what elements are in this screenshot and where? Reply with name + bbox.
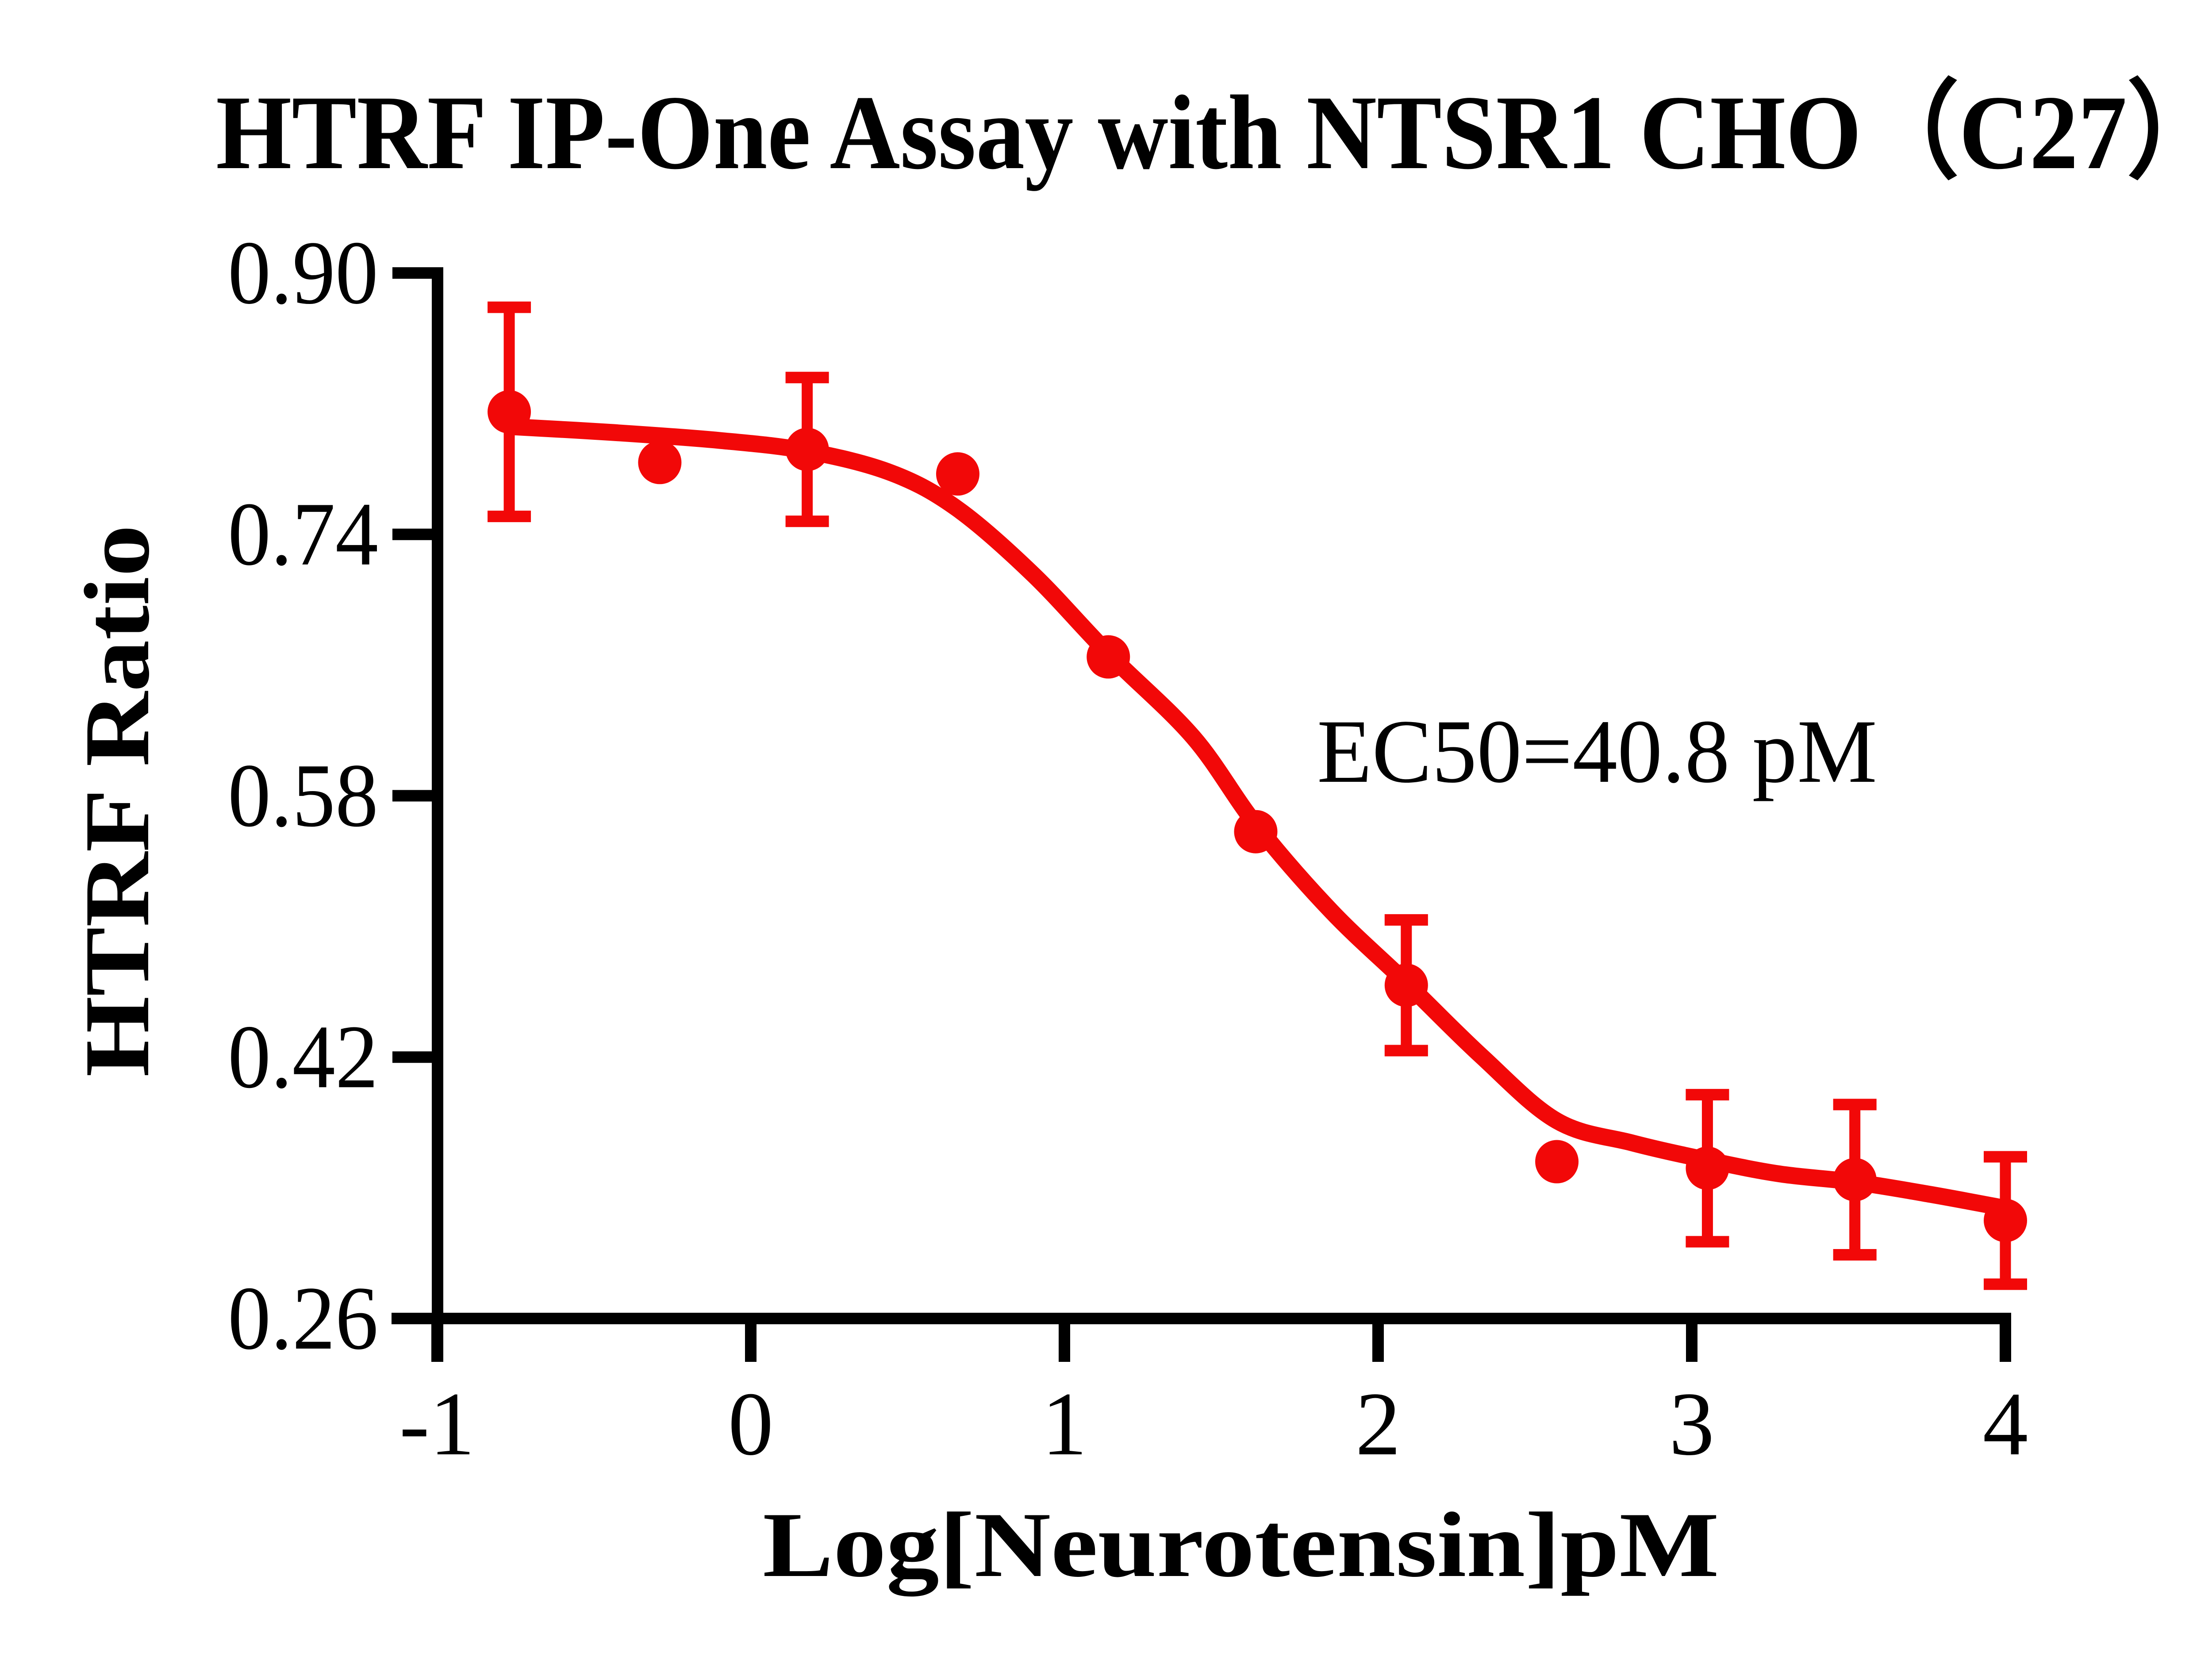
y-tick-label: 0.74 bbox=[228, 484, 378, 584]
data-point-marker bbox=[1087, 635, 1130, 679]
y-tick-labels: 0.90 0.74 0.58 0.42 0.26 bbox=[228, 223, 378, 1368]
data-point-marker bbox=[1984, 1199, 2027, 1242]
data-point-marker bbox=[785, 427, 829, 471]
x-axis-title: Log[Neurotensin]pM bbox=[763, 1494, 1719, 1596]
x-tick-label: 2 bbox=[1356, 1374, 1401, 1474]
data-point-marker bbox=[1535, 1140, 1579, 1184]
ec50-annotation: EC50=40.8 pM bbox=[1317, 701, 1877, 802]
x-tick-label: 4 bbox=[1983, 1374, 2028, 1474]
x-tick-labels: -1 0 1 2 3 4 bbox=[399, 1374, 2028, 1474]
data-point-marker bbox=[488, 390, 531, 434]
x-tick-label: 0 bbox=[728, 1374, 774, 1474]
data-points bbox=[488, 390, 2027, 1242]
x-tick-label: 1 bbox=[1042, 1374, 1087, 1474]
x-tick-label: -1 bbox=[399, 1374, 475, 1474]
y-tick-label: 0.42 bbox=[228, 1007, 378, 1107]
data-point-marker bbox=[1833, 1158, 1877, 1202]
y-axis-title: HTRF Ratio bbox=[66, 525, 169, 1077]
data-point-marker bbox=[1686, 1146, 1729, 1190]
data-point-marker bbox=[1384, 963, 1428, 1007]
y-tick-label: 0.90 bbox=[228, 223, 378, 323]
x-tick-label: 3 bbox=[1669, 1374, 1715, 1474]
y-tick-label: 0.26 bbox=[228, 1268, 378, 1368]
data-point-marker bbox=[1234, 810, 1278, 853]
chart-title: HTRF IP-One Assay with NTSR1 CHO（C27） bbox=[216, 73, 2212, 191]
x-ticks bbox=[431, 1313, 2011, 1362]
y-tick-label: 0.58 bbox=[228, 746, 378, 846]
y-ticks bbox=[392, 267, 443, 1325]
data-point-marker bbox=[936, 452, 979, 496]
axes bbox=[392, 267, 2009, 1362]
data-point-marker bbox=[638, 441, 682, 484]
